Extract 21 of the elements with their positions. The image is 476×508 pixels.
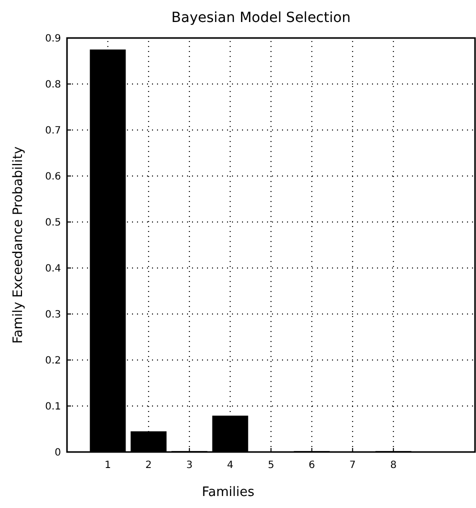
y-tick-label: 0.3 [45, 310, 61, 320]
y-tick-label: 0.6 [45, 172, 61, 182]
x-tick-label: 2 [145, 460, 152, 471]
x-tick-label: 6 [308, 460, 315, 471]
y-tick-label: 0.4 [45, 264, 61, 274]
x-tick-label: 3 [186, 460, 193, 471]
y-tick-label: 0.1 [45, 402, 61, 412]
y-axis-title: Family Exceedance Probability [11, 146, 26, 344]
x-axis-title: Families [202, 485, 255, 500]
y-tick-label: 0.9 [45, 34, 61, 44]
x-tick-label: 8 [390, 460, 397, 471]
x-tick-label: 7 [349, 460, 356, 471]
y-tick-label: 0.2 [45, 356, 61, 366]
x-tick-label: 4 [227, 460, 234, 471]
y-tick-label: 0.7 [45, 126, 61, 136]
y-tick-label: 0 [54, 448, 61, 458]
x-tick-label: 5 [268, 460, 274, 471]
chart-title: Bayesian Model Selection [171, 10, 351, 26]
y-tick-label: 0.5 [45, 218, 61, 228]
y-tick-label: 0.8 [45, 80, 61, 90]
x-tick-label: 1 [104, 460, 111, 471]
